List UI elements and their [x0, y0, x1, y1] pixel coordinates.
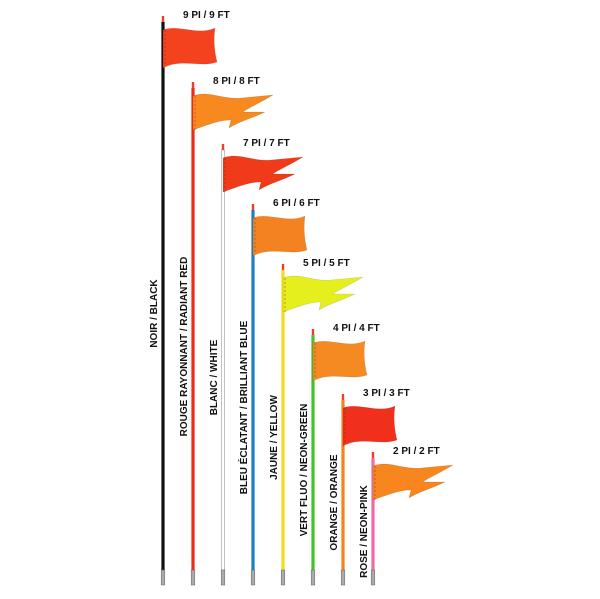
- pole: [311, 335, 315, 570]
- pole-cap: [191, 82, 195, 88]
- flag: [372, 463, 454, 501]
- pole-tip: [370, 569, 376, 586]
- pole-tip: [250, 569, 256, 586]
- pole: [161, 22, 165, 570]
- pole-cap: [371, 452, 375, 458]
- pole: [371, 458, 375, 570]
- pole-tip: [190, 569, 196, 586]
- pole-cap: [341, 394, 345, 400]
- color-label: NOIR / BLACK: [149, 279, 160, 348]
- flag: [222, 155, 304, 193]
- color-label: ROUGE RAYONNANT / RADIANT RED: [179, 257, 190, 437]
- flag: [312, 340, 368, 382]
- flag: [342, 405, 398, 447]
- pole-cap: [251, 204, 255, 210]
- flag: [192, 93, 274, 131]
- pole: [191, 88, 195, 570]
- pole-tip: [340, 569, 346, 586]
- size-label: 4 PI / 4 FT: [333, 323, 380, 334]
- size-label: 5 PI / 5 FT: [303, 258, 350, 269]
- pole-cap: [311, 329, 315, 335]
- color-label: ROSE / NEON-PINK: [359, 484, 370, 578]
- pole-tip: [160, 569, 166, 586]
- pole-tip: [310, 569, 316, 586]
- size-label: 7 PI / 7 FT: [243, 138, 290, 149]
- pole: [281, 270, 285, 570]
- pole: [221, 149, 225, 571]
- color-label: ORANGE / ORANGE: [329, 454, 340, 550]
- pole-cap: [221, 144, 225, 150]
- flag: [282, 275, 364, 313]
- color-label: BLEU ÉCLATANT / BRILLIANT BLUE: [237, 320, 250, 494]
- pole-cap: [281, 264, 285, 270]
- color-label: VERT FLUO / NEON-GREEN: [299, 404, 310, 537]
- color-label: BLANC / WHITE: [209, 339, 220, 415]
- size-label: 8 PI / 8 FT: [213, 76, 260, 87]
- size-label: 6 PI / 6 FT: [273, 198, 320, 209]
- size-label: 9 PI / 9 FT: [183, 10, 230, 21]
- pole: [251, 210, 255, 570]
- color-label: JAUNE / YELLOW: [269, 395, 280, 480]
- pole: [341, 400, 345, 570]
- pole-tip: [220, 569, 226, 586]
- size-label: 2 PI / 2 FT: [393, 446, 440, 457]
- flag: [162, 27, 218, 69]
- flag: [252, 215, 308, 257]
- size-label: 3 PI / 3 FT: [363, 388, 410, 399]
- pole-cap: [161, 16, 165, 22]
- pole-tip: [280, 569, 286, 586]
